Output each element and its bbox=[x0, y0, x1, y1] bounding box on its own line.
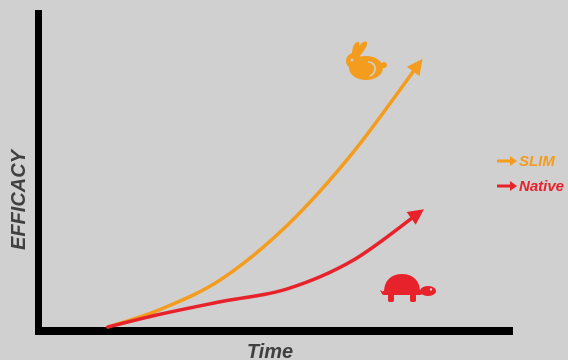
legend-item-slim: SLIM bbox=[497, 153, 555, 170]
x-axis-label: Time bbox=[247, 341, 293, 360]
y-axis bbox=[35, 10, 42, 335]
y-axis-label: EFFICACY bbox=[8, 148, 30, 250]
series-line-native bbox=[106, 209, 424, 329]
legend-label-native: Native bbox=[519, 178, 564, 195]
legend: SLIM Native bbox=[497, 153, 564, 195]
legend-item-native: Native bbox=[497, 178, 564, 195]
x-axis bbox=[35, 327, 513, 335]
series-line-slim bbox=[106, 58, 423, 329]
legend-label-slim: SLIM bbox=[519, 153, 555, 170]
turtle-icon bbox=[380, 274, 436, 302]
rabbit-icon bbox=[346, 41, 387, 80]
